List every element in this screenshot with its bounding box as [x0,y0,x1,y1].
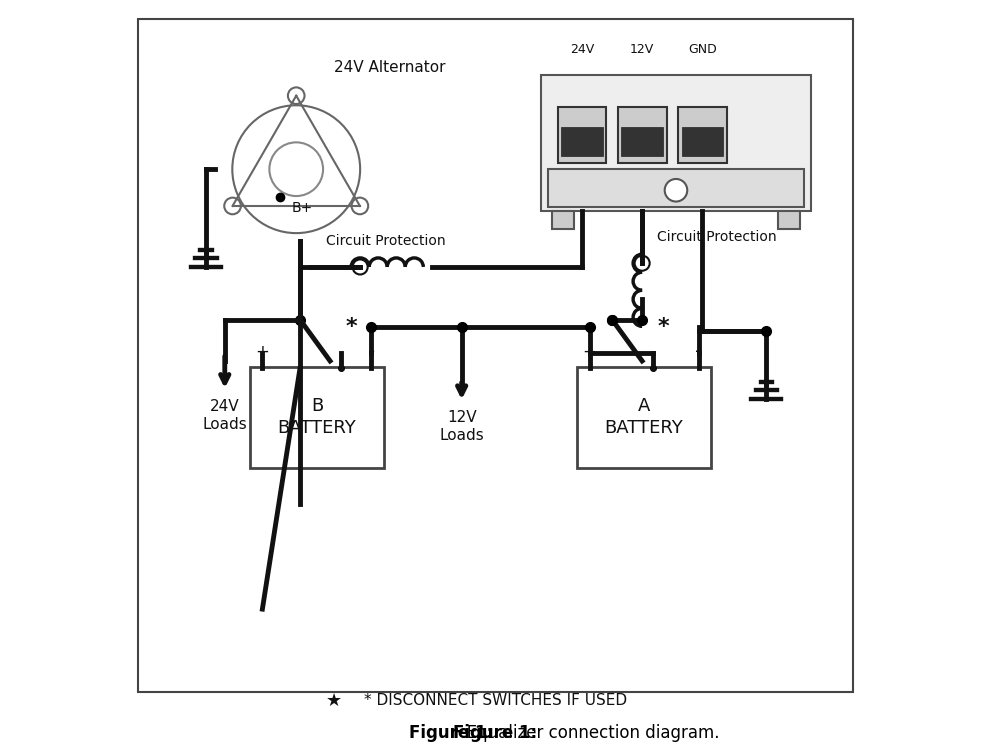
Text: Circuit Protection: Circuit Protection [326,234,446,248]
FancyBboxPatch shape [552,211,575,229]
Text: +: + [583,343,597,361]
FancyBboxPatch shape [558,107,606,163]
FancyBboxPatch shape [682,128,723,156]
Text: Figure 1:: Figure 1: [454,724,537,742]
Text: -: - [368,342,375,361]
Text: ★: ★ [326,692,342,710]
Text: *: * [657,317,669,337]
FancyBboxPatch shape [250,367,385,468]
Text: 24V Alternator: 24V Alternator [334,60,445,75]
FancyBboxPatch shape [617,107,667,163]
FancyBboxPatch shape [778,211,800,229]
Text: A
BATTERY: A BATTERY [605,397,684,438]
FancyBboxPatch shape [561,128,603,156]
Circle shape [665,179,688,202]
Text: Equalizer connection diagram.: Equalizer connection diagram. [409,724,719,742]
Circle shape [224,198,241,214]
Text: *: * [345,317,357,337]
FancyBboxPatch shape [541,75,812,211]
Text: B+: B+ [291,201,313,214]
Circle shape [353,259,368,274]
Text: 12V: 12V [630,44,654,56]
Text: 12V
Loads: 12V Loads [439,410,484,444]
Circle shape [270,142,323,196]
Text: * DISCONNECT SWITCHES IF USED: * DISCONNECT SWITCHES IF USED [364,693,627,708]
Text: +: + [256,343,270,361]
Text: -: - [695,342,702,361]
FancyBboxPatch shape [139,19,852,692]
FancyBboxPatch shape [678,107,726,163]
FancyBboxPatch shape [548,169,804,207]
FancyBboxPatch shape [577,367,712,468]
Circle shape [232,105,360,233]
Text: Circuit Protection: Circuit Protection [657,230,777,244]
Circle shape [634,256,650,271]
Text: 24V
Loads: 24V Loads [202,399,247,432]
Circle shape [288,87,304,104]
FancyBboxPatch shape [621,128,663,156]
Text: 24V: 24V [570,44,595,56]
Circle shape [352,198,369,214]
Text: B
BATTERY: B BATTERY [277,397,357,438]
Text: Figure 1:: Figure 1: [409,724,494,742]
Text: GND: GND [688,44,716,56]
